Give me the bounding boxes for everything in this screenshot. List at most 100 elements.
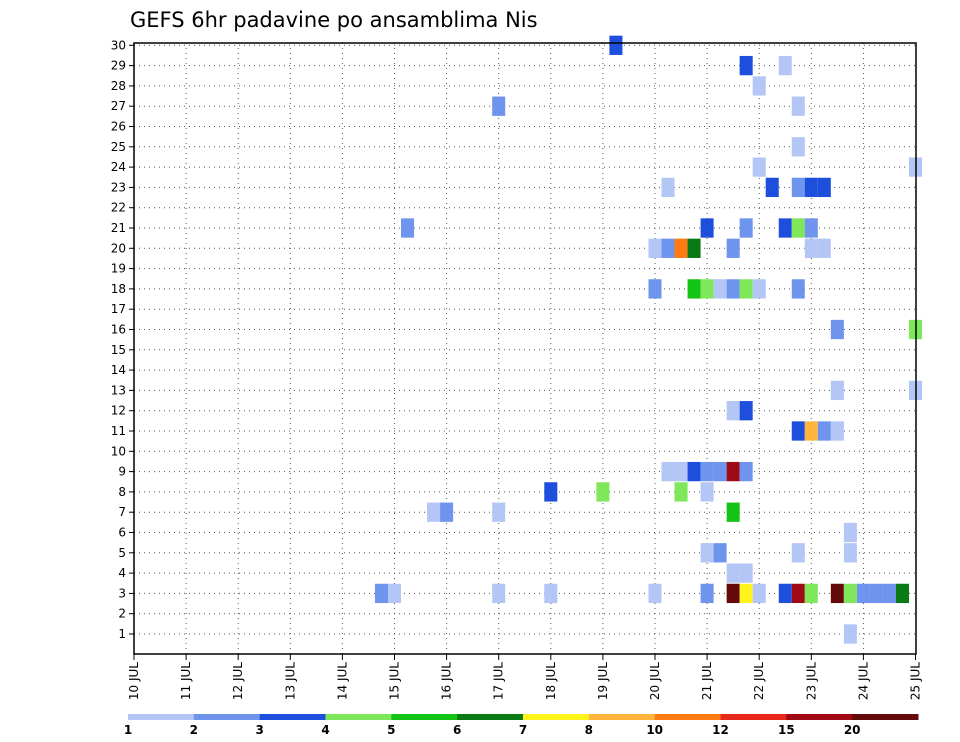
precip-cell — [895, 583, 909, 604]
y-tick-label: 12 — [111, 404, 126, 418]
precip-cell — [804, 583, 818, 604]
y-tick-label: 7 — [118, 505, 126, 519]
precip-cell — [804, 177, 818, 198]
precip-cell — [492, 96, 506, 116]
y-tick-label: 27 — [111, 99, 126, 113]
precip-cell — [440, 502, 454, 522]
colorbar-swatch — [457, 714, 524, 720]
precip-cell — [674, 238, 688, 258]
precip-cell — [791, 177, 805, 198]
precip-cell — [401, 218, 415, 238]
precip-cell — [700, 461, 714, 482]
precip-cell — [752, 279, 766, 299]
y-tick-label: 18 — [111, 282, 126, 296]
precip-cell — [544, 482, 558, 502]
precip-cell — [739, 563, 753, 583]
colorbar-swatch — [128, 714, 195, 720]
x-tick-label: 14 JUL — [335, 662, 349, 700]
precip-cell — [726, 238, 740, 258]
precip-cell — [752, 76, 766, 96]
colorbar-swatch — [852, 714, 919, 720]
precip-cell — [791, 279, 805, 299]
colorbar-label: 3 — [255, 723, 263, 737]
chart-title: GEFS 6hr padavine po ansamblima Nis — [130, 8, 538, 32]
precip-cell — [856, 583, 870, 604]
precip-cell — [648, 583, 662, 604]
precip-cell — [791, 218, 805, 238]
y-tick-label: 20 — [111, 241, 126, 255]
y-tick-label: 16 — [111, 323, 126, 337]
precip-cell — [830, 319, 844, 340]
precip-cell — [843, 543, 857, 563]
precip-cell — [374, 583, 388, 604]
precip-cell — [778, 583, 792, 604]
precip-cell — [648, 238, 662, 258]
precip-cell — [791, 583, 805, 604]
precip-cell — [804, 238, 818, 258]
y-tick-label: 2 — [118, 607, 126, 621]
x-tick-label: 16 JUL — [440, 662, 454, 700]
precip-cell — [804, 421, 818, 441]
precip-cell — [778, 55, 792, 76]
x-tick-label: 19 JUL — [596, 662, 610, 700]
y-tick-label: 22 — [111, 201, 126, 215]
precip-cell — [726, 461, 740, 482]
y-tick-label: 6 — [118, 526, 126, 540]
x-tick-label: 24 JUL — [856, 662, 870, 700]
precip-cell — [830, 380, 844, 401]
colorbar-label: 20 — [844, 723, 861, 737]
precip-cell — [700, 218, 714, 238]
colorbar-swatch — [786, 714, 853, 720]
colorbar-label: 4 — [321, 723, 329, 737]
y-tick-label: 25 — [111, 140, 126, 154]
x-tick-label: 11 JUL — [179, 662, 193, 700]
y-tick-label: 28 — [111, 79, 126, 93]
precip-cell — [869, 583, 883, 604]
y-tick-label: 23 — [111, 180, 126, 194]
colorbar: 1 2 3 4 5 6 7 8 10 12 15 20 — [124, 714, 919, 737]
x-tick-label: 20 JUL — [648, 662, 662, 700]
colorbar-label: 15 — [778, 723, 795, 737]
y-tick-label: 19 — [111, 262, 126, 276]
precip-cell — [726, 279, 740, 299]
precip-cell — [778, 218, 792, 238]
x-tick-label: 17 JUL — [492, 662, 506, 700]
y-tick-label: 17 — [111, 302, 126, 316]
precip-cell — [700, 583, 714, 604]
y-tick-label: 26 — [111, 120, 126, 134]
precip-cell — [713, 279, 727, 299]
precip-cell — [843, 583, 857, 604]
precip-cell — [700, 279, 714, 299]
x-tick-label: 13 JUL — [283, 662, 297, 700]
precip-cell — [804, 218, 818, 238]
y-tick-label: 1 — [118, 627, 126, 641]
precip-cell — [830, 583, 844, 604]
precip-cell — [713, 461, 727, 482]
precip-cell — [739, 461, 753, 482]
x-tick-label: 18 JUL — [544, 662, 558, 700]
x-tick-label: 21 JUL — [700, 662, 714, 700]
colorbar-swatch — [588, 714, 656, 720]
precip-cell — [843, 522, 857, 543]
plot-frame — [133, 42, 917, 655]
precip-cell — [752, 157, 766, 177]
y-tick-label: 15 — [111, 343, 126, 357]
y-tick-label: 9 — [118, 465, 126, 479]
precip-cell — [791, 421, 805, 441]
colorbar-swatch — [259, 714, 326, 720]
precip-cell — [726, 563, 740, 583]
x-tick-label: 22 JUL — [752, 662, 766, 700]
precip-cell — [765, 177, 779, 198]
precip-cell — [817, 421, 831, 441]
y-tick-label: 8 — [118, 485, 126, 499]
precip-cell — [387, 583, 402, 604]
precip-cell — [739, 279, 753, 299]
y-tick-label: 24 — [111, 160, 126, 174]
precip-cell — [739, 218, 753, 238]
cells — [374, 35, 923, 644]
colorbar-swatch — [391, 714, 458, 720]
y-tick-label: 5 — [118, 546, 126, 560]
precip-cell — [596, 482, 610, 502]
precip-cell — [661, 177, 675, 198]
